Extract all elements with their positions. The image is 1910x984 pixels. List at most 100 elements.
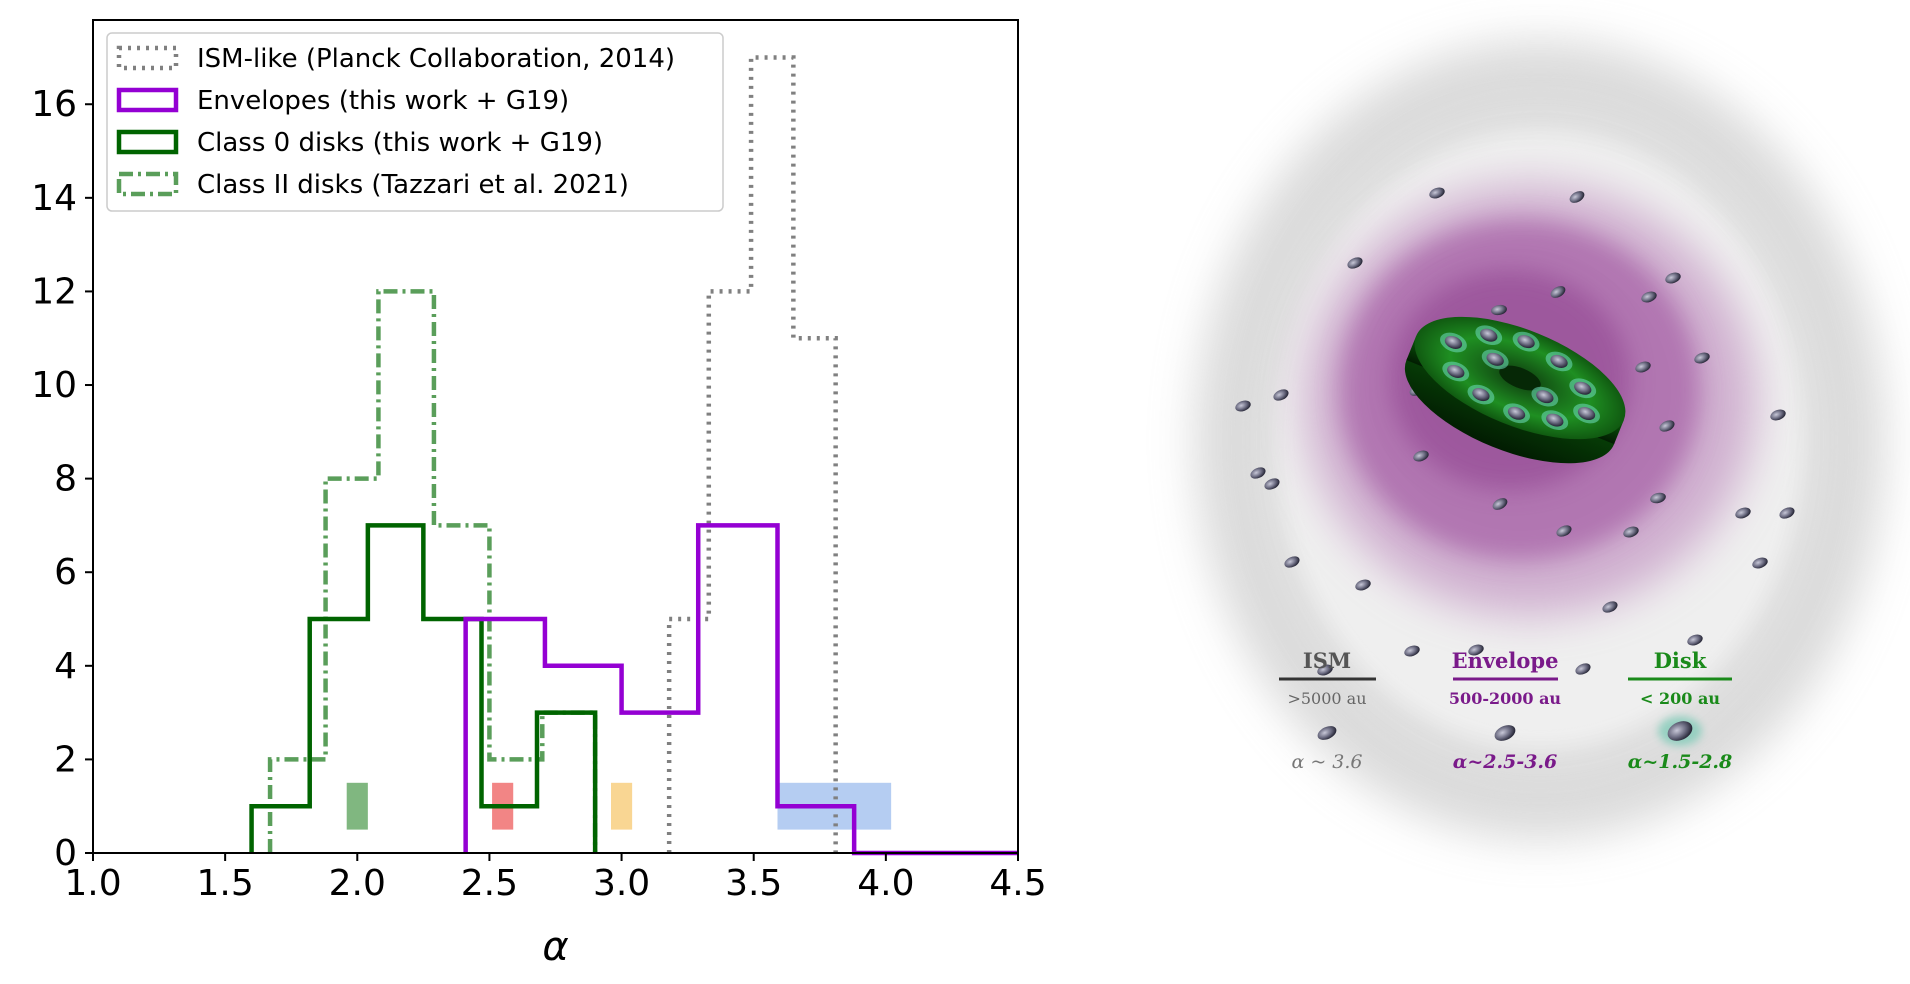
disk-grains xyxy=(1440,325,1600,430)
x-tick-label: 4.0 xyxy=(857,863,914,904)
disk-grain xyxy=(1444,335,1463,349)
y-tick-label: 0 xyxy=(54,833,77,874)
dust-grain xyxy=(1264,478,1280,490)
histogram-series-2 xyxy=(249,523,598,853)
dust-grain xyxy=(1752,557,1768,569)
dust-grain xyxy=(1355,579,1371,591)
envelope-alpha: α~2.5-3.6 xyxy=(1453,751,1558,773)
dust-grain xyxy=(1602,601,1618,613)
disk-grain xyxy=(1480,328,1498,342)
legend-label-3: Class II disks (Tazzari et al. 2021) xyxy=(197,170,629,200)
disk-grain xyxy=(1447,364,1465,378)
disk-grain xyxy=(1550,354,1568,368)
dust-grain xyxy=(1635,361,1651,373)
dust-grain xyxy=(1404,645,1420,657)
dust-grain xyxy=(1556,525,1572,537)
disk-grain-sample xyxy=(1667,721,1693,741)
dust-grain xyxy=(1250,467,1266,479)
histogram-chart: 1.0 1.5 2.0 2.5 3.0 3.5 4.0 4.5 0 2 4 6 8 10 12 14 16 α IS… xyxy=(31,19,1047,970)
y-tick-label: 12 xyxy=(31,271,77,312)
legend-swatch-1 xyxy=(116,87,179,113)
dust-grain xyxy=(1687,634,1703,646)
envelope-label: Envelope 500-2000 au α~2.5-3.6 xyxy=(1449,648,1562,773)
dust-grain xyxy=(1284,556,1300,568)
x-tick-label: 1.0 xyxy=(64,863,121,904)
y-tick-label: 6 xyxy=(54,552,77,593)
dust-grain xyxy=(1273,389,1289,401)
legend-frame xyxy=(106,32,724,212)
legend-swatch-2 xyxy=(116,129,179,155)
dust-grain xyxy=(1491,304,1507,316)
protostellar-disk xyxy=(1404,316,1626,464)
disk-alpha: α~1.5-2.8 xyxy=(1628,751,1733,773)
dust-grain xyxy=(1779,507,1795,519)
dust-grain xyxy=(1735,507,1751,519)
disk-label: Disk < 200 au α~1.5-2.8 xyxy=(1628,648,1733,773)
histogram-series-1 xyxy=(463,523,1018,856)
dust-grain xyxy=(1659,420,1675,432)
ism-title: ISM xyxy=(1303,648,1351,673)
disk-grain xyxy=(1577,407,1596,421)
y-tick-label: 8 xyxy=(54,459,77,500)
illustration-svg: ISM >5000 au α ~ 3.6 Envelope 500-2000 a… xyxy=(1195,40,1885,840)
x-tick-label: 4.5 xyxy=(989,863,1046,904)
dust-grain xyxy=(1623,526,1639,538)
protostar-illustration: ISM >5000 au α ~ 3.6 Envelope 500-2000 a… xyxy=(1080,0,1910,980)
disk-grain xyxy=(1574,381,1592,395)
envelope-title: Envelope xyxy=(1452,648,1559,673)
legend-swatch-0 xyxy=(116,45,179,71)
y-tick-label: 14 xyxy=(31,178,77,219)
disk-grain xyxy=(1546,413,1564,427)
dust-grain xyxy=(1317,664,1333,676)
envelope-grain-sample xyxy=(1494,725,1516,741)
dust-grain xyxy=(1694,352,1710,364)
legend-label-2: Class 0 disks (this work + G19) xyxy=(197,128,603,158)
disk-title: Disk xyxy=(1654,648,1707,673)
alpha-range-box-2 xyxy=(611,782,633,830)
dust-grain xyxy=(1569,191,1585,203)
alpha-range-box-0 xyxy=(346,782,368,830)
y-tick-label: 4 xyxy=(54,646,77,687)
y-tick-label: 10 xyxy=(31,365,77,406)
ism-range: >5000 au xyxy=(1287,689,1366,708)
ism-grain-sample xyxy=(1317,726,1337,740)
dust-grain xyxy=(1650,492,1666,504)
histogram-series-3 xyxy=(267,289,598,853)
dust-grain xyxy=(1550,286,1566,298)
dust-grain xyxy=(1347,257,1363,269)
x-tick-label: 1.5 xyxy=(197,863,254,904)
dust-grains xyxy=(1235,187,1795,676)
x-tick-label: 3.0 xyxy=(593,863,650,904)
disk-grain xyxy=(1517,335,1535,349)
dust-grain xyxy=(1575,663,1591,675)
histogram-series-0 xyxy=(666,55,838,853)
envelope-range: 500-2000 au xyxy=(1449,689,1562,708)
y-tick-label: 2 xyxy=(54,739,77,780)
disk-grain xyxy=(1472,388,1490,402)
dust-grain xyxy=(1770,409,1786,421)
dust-grain xyxy=(1468,644,1484,656)
ism-label: ISM >5000 au α ~ 3.6 xyxy=(1279,648,1376,773)
chart-svg: 1.0 1.5 2.0 2.5 3.0 3.5 4.0 4.5 0 2 4 6 8 10 12 14 16 α IS… xyxy=(31,19,1047,970)
dust-grain xyxy=(1235,400,1251,412)
illustration-labels: ISM >5000 au α ~ 3.6 Envelope 500-2000 a… xyxy=(1279,648,1732,773)
disk-range: < 200 au xyxy=(1640,689,1720,708)
dust-grain xyxy=(1665,272,1681,284)
plot-frame xyxy=(92,19,1019,854)
x-tick-label: 2.5 xyxy=(461,863,518,904)
ism-alpha: α ~ 3.6 xyxy=(1291,751,1362,773)
dust-grain xyxy=(1413,450,1429,462)
x-axis-label: α xyxy=(542,924,568,970)
x-tick-label: 3.5 xyxy=(725,863,782,904)
disk-grain xyxy=(1536,390,1554,404)
dust-grain xyxy=(1641,291,1657,303)
dust-grain xyxy=(1429,187,1445,199)
y-tick-label: 16 xyxy=(31,84,77,125)
legend-label-0: ISM-like (Planck Collaboration, 2014) xyxy=(197,44,675,74)
disk-grain xyxy=(1507,406,1526,420)
dust-grain xyxy=(1492,498,1508,510)
legend-swatch-3 xyxy=(116,171,179,197)
disk-grain xyxy=(1486,352,1504,366)
legend: ISM-like (Planck Collaboration, 2014) Env… xyxy=(106,32,724,212)
x-tick-label: 2.0 xyxy=(329,863,386,904)
